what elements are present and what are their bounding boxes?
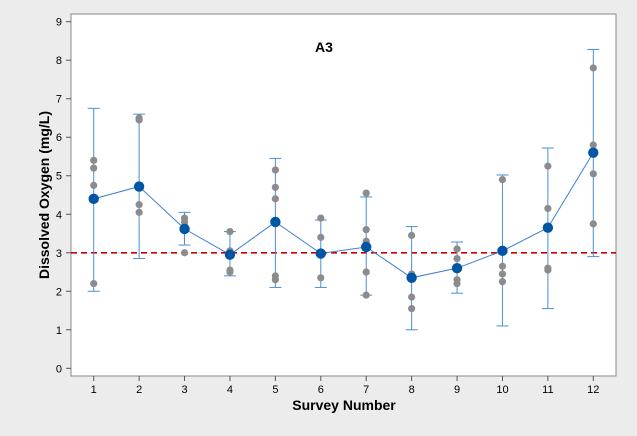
individual-point [544, 204, 552, 213]
individual-point [544, 162, 552, 170]
x-tick-label: 11 [542, 384, 553, 396]
individual-point [589, 220, 597, 228]
mean-point [133, 181, 145, 192]
individual-point [271, 276, 279, 284]
y-tick-label: 8 [56, 55, 62, 67]
x-tick-label: 7 [363, 384, 369, 396]
y-tick-label: 2 [56, 286, 62, 298]
individual-point [408, 231, 416, 240]
x-tick-label: 12 [587, 384, 599, 396]
individual-point [90, 156, 98, 164]
x-tick-label: 4 [227, 384, 233, 396]
mean-point [588, 147, 599, 158]
individual-point [317, 274, 325, 282]
individual-point [90, 181, 98, 189]
individual-point [589, 141, 597, 149]
x-tick-label: 5 [272, 384, 278, 396]
x-tick-label: 10 [496, 384, 508, 396]
mean-point [542, 222, 554, 233]
individual-point [408, 293, 416, 301]
individual-point [589, 64, 597, 72]
individual-point [271, 166, 279, 174]
individual-point [544, 266, 552, 274]
x-tick-label: 9 [454, 384, 460, 396]
x-tick-label: 3 [181, 384, 187, 396]
individual-point [135, 208, 143, 216]
mean-point [179, 223, 190, 235]
y-tick-label: 9 [56, 17, 62, 29]
individual-point [90, 279, 98, 288]
individual-point [317, 233, 325, 241]
individual-point [317, 214, 325, 222]
individual-point [498, 175, 507, 184]
individual-point [453, 279, 461, 288]
y-tick-label: 1 [56, 325, 62, 337]
mean-point [497, 245, 508, 257]
individual-point [589, 170, 597, 178]
individual-point [408, 305, 416, 313]
x-axis-label: Survey Number [292, 397, 396, 413]
x-tick-label: 1 [91, 384, 97, 396]
individual-point [180, 249, 189, 257]
x-tick-label: 6 [318, 384, 324, 396]
individual-point [226, 268, 234, 276]
y-tick-label: 3 [56, 248, 62, 260]
plot-area [70, 13, 617, 377]
individual-point [226, 227, 234, 236]
individual-point [362, 226, 370, 234]
individual-point [90, 164, 98, 172]
individual-point [271, 183, 279, 191]
y-tick-label: 5 [56, 171, 62, 183]
x-tick-label: 2 [136, 384, 142, 396]
mean-point [406, 272, 417, 283]
y-tick-label: 7 [56, 94, 62, 106]
mean-point [315, 248, 326, 259]
individual-point [135, 116, 143, 124]
mean-point [88, 193, 99, 205]
mean-point [224, 249, 236, 260]
x-tick-label: 8 [409, 384, 415, 396]
individual-point [498, 278, 507, 286]
mean-point [361, 241, 372, 253]
individual-point [271, 195, 279, 203]
individual-point [498, 262, 507, 270]
individual-point [453, 245, 461, 253]
individual-point [453, 254, 461, 263]
individual-point [362, 189, 370, 197]
y-tick-label: 0 [56, 363, 62, 375]
individual-point [362, 291, 370, 299]
individual-point [498, 270, 507, 278]
individual-point [135, 201, 143, 209]
chart-title: A3 [315, 39, 333, 55]
mean-line [93, 152, 594, 279]
y-axis-label: Dissolved Oxygen (mg/L) [36, 111, 52, 279]
mean-point [270, 216, 281, 228]
y-tick-label: 4 [56, 209, 62, 221]
individual-point [362, 268, 370, 276]
y-tick-label: 6 [56, 132, 62, 144]
mean-point [451, 262, 463, 274]
